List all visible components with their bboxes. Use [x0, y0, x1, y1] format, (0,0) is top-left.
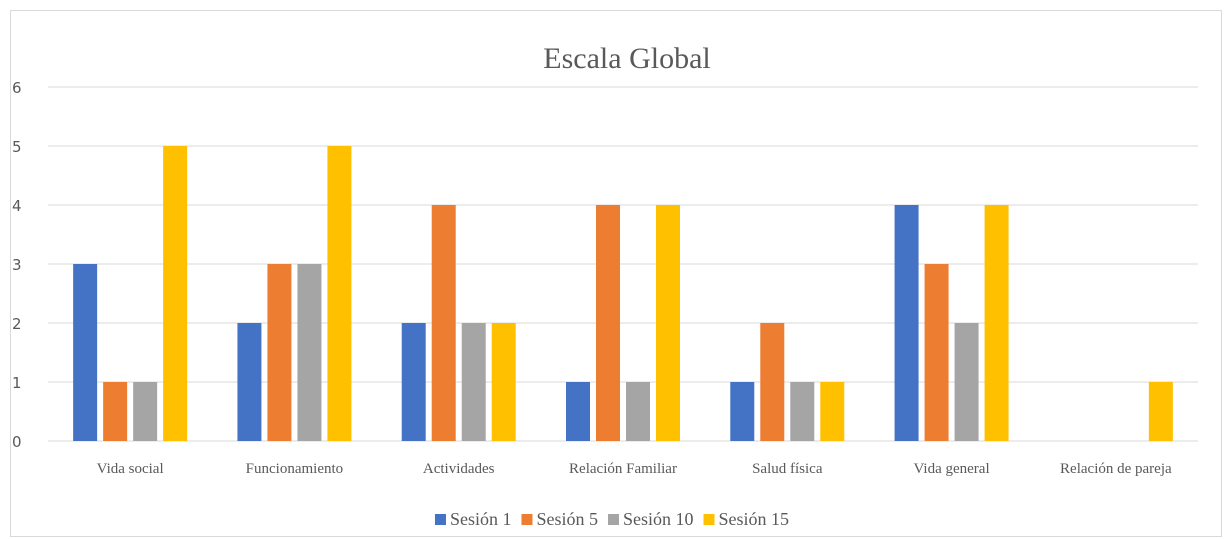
legend-swatch [434, 514, 446, 525]
bar-2-5 [760, 323, 785, 441]
category-label: Actividades [423, 461, 495, 477]
bar-2-3 [431, 205, 456, 441]
legend-swatch [703, 514, 715, 525]
bar-2-4 [596, 205, 620, 441]
category-label: Salud física [752, 461, 823, 477]
bar-4-7 [1148, 382, 1173, 441]
bar-3-2 [297, 264, 322, 441]
bar-1-4 [566, 382, 590, 441]
legend-item: Sesión 5 [521, 509, 598, 529]
legend-label: Sesión 10 [623, 509, 694, 529]
bar-1-3 [401, 323, 426, 441]
bar-3-1 [133, 382, 158, 441]
y-tick-label: 3 [12, 256, 22, 274]
legend-label: Sesión 1 [450, 509, 512, 529]
bars [73, 146, 1173, 441]
category-label: Funcionamiento [246, 461, 344, 477]
category-label: Relación de pareja [1060, 461, 1172, 477]
y-tick-label: 4 [12, 197, 22, 215]
bar-1-1 [73, 264, 98, 441]
y-tick-label: 2 [12, 315, 22, 333]
bar-4-1 [163, 146, 188, 441]
bar-4-3 [491, 323, 516, 441]
legend-label: Sesión 15 [719, 509, 790, 529]
bar-1-6 [894, 205, 919, 441]
bar-1-5 [730, 382, 755, 441]
legend-item: Sesión 15 [703, 509, 790, 529]
legend: Sesión 1 Sesión 5 Sesión 10 Sesión 15 [434, 509, 790, 529]
bar-1-2 [237, 323, 262, 441]
bar-3-6 [954, 323, 979, 441]
y-tick-label: 1 [12, 374, 22, 392]
y-tick-label: 6 [12, 79, 22, 97]
category-label: Vida general [913, 461, 989, 477]
bar-4-6 [984, 205, 1009, 441]
gridlines [48, 86, 1198, 442]
chart-title: Escala Global [543, 42, 710, 75]
x-axis-categories: Vida social Funcionamiento Actividades Rela… [97, 461, 1172, 477]
legend-swatch [608, 514, 619, 525]
bar-2-2 [267, 264, 292, 441]
bar-4-4 [656, 205, 680, 441]
legend-swatch [521, 514, 533, 525]
bar-3-3 [461, 323, 486, 441]
y-tick-label: 5 [12, 138, 22, 156]
category-label: Relación Familiar [569, 461, 677, 477]
legend-item: Sesión 10 [608, 509, 694, 529]
bar-3-5 [790, 382, 815, 441]
y-axis-ticks: 0 1 2 3 4 5 6 [12, 79, 22, 451]
bar-2-1 [103, 382, 128, 441]
bar-2-6 [924, 264, 949, 441]
legend-item: Sesión 1 [434, 509, 512, 529]
legend-label: Sesión 5 [536, 509, 598, 529]
bar-4-2 [327, 146, 352, 441]
y-tick-label: 0 [12, 433, 22, 451]
bar-3-4 [626, 382, 650, 441]
category-label: Vida social [97, 461, 164, 477]
bar-4-5 [820, 382, 845, 441]
